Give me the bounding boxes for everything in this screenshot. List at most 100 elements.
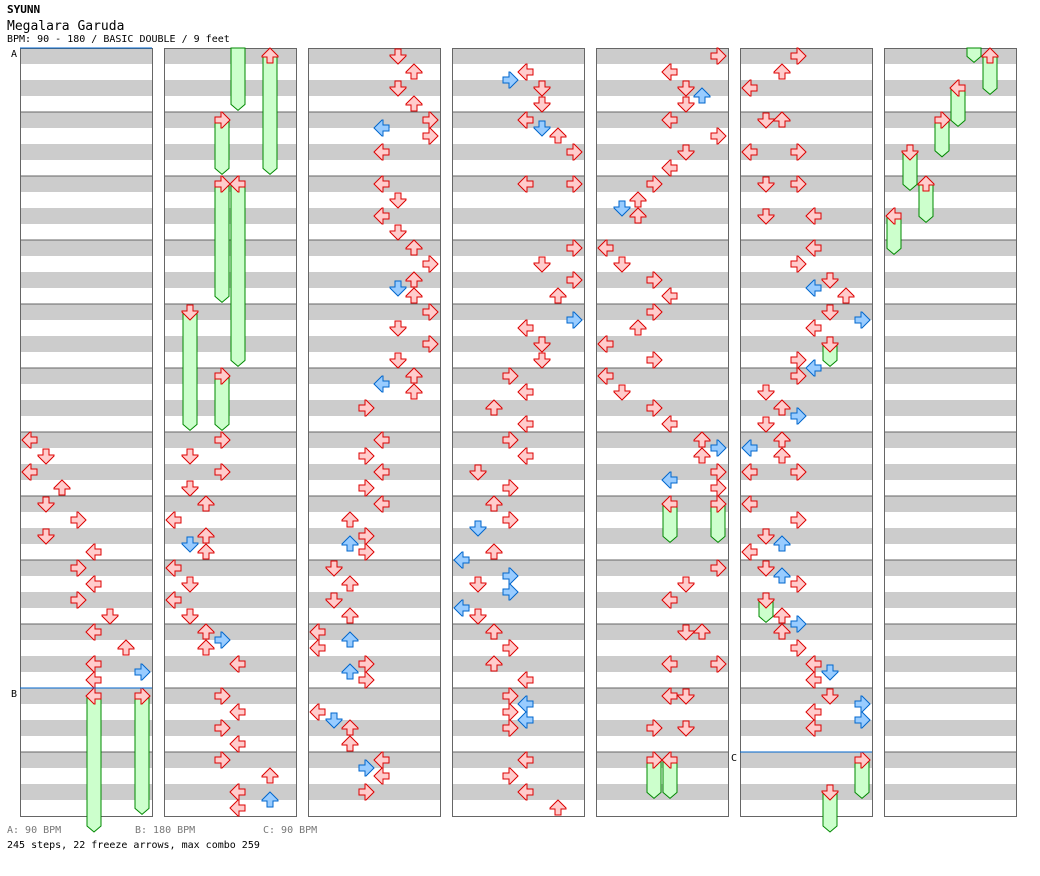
arrow-up-icon (197, 543, 215, 560)
row-stripe (308, 640, 440, 656)
arrow-left-icon (741, 439, 758, 457)
row-stripe (164, 672, 296, 688)
row-stripe (740, 416, 872, 432)
row-stripe (596, 560, 728, 576)
arrow-up-icon (197, 623, 215, 640)
arrow-down-icon (101, 608, 119, 625)
arrow-left-icon (661, 287, 678, 305)
arrow-right-icon (358, 759, 375, 777)
arrow-down-icon (677, 96, 695, 113)
row-stripe (308, 720, 440, 736)
arrow-left-icon (597, 239, 614, 257)
row-stripe (740, 800, 872, 816)
row-stripe (884, 624, 1016, 640)
row-stripe (884, 240, 1016, 256)
arrow-right-icon (214, 751, 231, 769)
arrow-down-icon (469, 464, 487, 481)
arrow-left-icon (805, 671, 822, 689)
arrow-left-icon (453, 551, 470, 569)
row-stripe (596, 432, 728, 448)
arrow-up-icon (405, 239, 423, 256)
row-stripe (596, 528, 728, 544)
arrow-down-icon (677, 688, 695, 705)
row-stripe (884, 560, 1016, 576)
row-stripe (308, 80, 440, 96)
row-stripe (740, 64, 872, 80)
row-stripe (884, 432, 1016, 448)
row-stripe (740, 224, 872, 240)
row-stripe (452, 656, 584, 672)
arrow-up-icon (549, 287, 567, 304)
arrow-right-icon (358, 447, 375, 465)
row-stripe (884, 416, 1016, 432)
row-stripe (20, 176, 152, 192)
row-stripe (884, 592, 1016, 608)
row-stripe (596, 320, 728, 336)
row-stripe (20, 416, 152, 432)
row-stripe (452, 352, 584, 368)
arrow-left-icon (165, 511, 182, 529)
arrow-down-icon (389, 352, 407, 369)
row-stripe (308, 336, 440, 352)
arrow-down-icon (37, 496, 55, 513)
row-stripe (20, 48, 152, 64)
row-stripe (308, 192, 440, 208)
row-stripe (452, 736, 584, 752)
row-stripe (596, 576, 728, 592)
row-stripe (452, 288, 584, 304)
row-stripe (20, 720, 152, 736)
arrow-up-icon (341, 663, 359, 680)
arrow-left-icon (373, 463, 390, 481)
row-stripe (308, 352, 440, 368)
arrow-right-icon (502, 719, 519, 737)
arrow-right-icon (502, 431, 519, 449)
row-stripe (740, 624, 872, 640)
freeze-arrow (230, 47, 246, 112)
arrow-right-icon (934, 111, 951, 129)
row-stripe (308, 48, 440, 64)
row-stripe (308, 160, 440, 176)
arrow-left-icon (229, 799, 246, 817)
row-stripe (452, 400, 584, 416)
row-stripe (596, 256, 728, 272)
row-stripe (308, 256, 440, 272)
arrow-right-icon (214, 687, 231, 705)
arrow-up-icon (485, 655, 503, 672)
row-stripe (20, 112, 152, 128)
arrow-right-icon (566, 175, 583, 193)
row-stripe (20, 704, 152, 720)
row-stripe (20, 240, 152, 256)
row-stripe (596, 208, 728, 224)
row-stripe (452, 608, 584, 624)
row-stripe (164, 192, 296, 208)
row-stripe (740, 528, 872, 544)
arrow-up-icon (549, 127, 567, 144)
arrow-left-icon (741, 495, 758, 513)
row-stripe (308, 368, 440, 384)
row-stripe (884, 656, 1016, 672)
arrow-right-icon (422, 303, 439, 321)
arrow-right-icon (566, 271, 583, 289)
row-stripe (452, 96, 584, 112)
arrow-left-icon (85, 623, 102, 641)
row-stripe (452, 256, 584, 272)
arrow-up-icon (341, 631, 359, 648)
row-stripe (740, 304, 872, 320)
arrow-down-icon (821, 272, 839, 289)
arrow-down-icon (181, 608, 199, 625)
arrow-down-icon (757, 560, 775, 577)
arrow-up-icon (549, 799, 567, 816)
freeze-arrow (262, 55, 278, 176)
arrow-left-icon (309, 639, 326, 657)
arrow-down-icon (613, 384, 631, 401)
arrow-right-icon (502, 583, 519, 601)
arrow-right-icon (70, 511, 87, 529)
arrow-up-icon (629, 191, 647, 208)
arrow-left-icon (373, 175, 390, 193)
row-stripe (164, 528, 296, 544)
row-stripe (740, 480, 872, 496)
row-stripe (740, 112, 872, 128)
arrow-up-icon (981, 47, 999, 64)
row-stripe (884, 208, 1016, 224)
arrow-up-icon (405, 95, 423, 112)
